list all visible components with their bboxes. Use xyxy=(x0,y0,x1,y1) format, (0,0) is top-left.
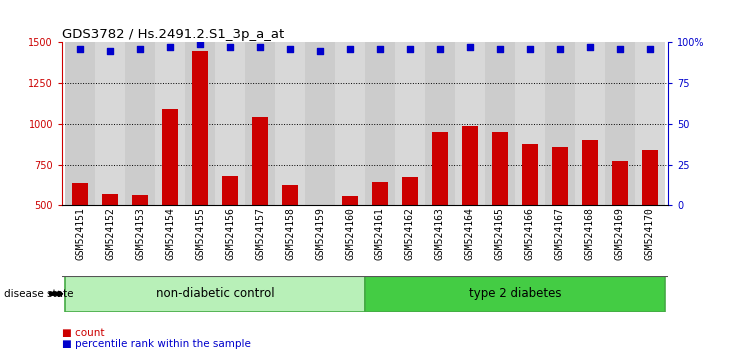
Bar xyxy=(65,276,365,312)
Bar xyxy=(132,195,148,287)
Point xyxy=(494,46,506,52)
Bar xyxy=(65,42,95,205)
Point xyxy=(224,45,236,50)
Point xyxy=(434,46,446,52)
Point xyxy=(584,45,596,50)
Bar xyxy=(612,161,629,287)
Bar xyxy=(192,51,208,287)
Point xyxy=(104,48,116,53)
Bar xyxy=(305,42,335,205)
Bar xyxy=(605,42,635,205)
Bar xyxy=(245,42,275,205)
Bar xyxy=(312,205,328,287)
Bar xyxy=(582,140,598,287)
Bar xyxy=(365,42,395,205)
Bar xyxy=(431,132,448,287)
Bar xyxy=(335,42,365,205)
Bar xyxy=(372,182,388,287)
Bar xyxy=(515,42,545,205)
Point xyxy=(74,46,86,52)
Bar xyxy=(402,177,418,287)
Bar xyxy=(395,42,425,205)
Bar xyxy=(252,118,268,287)
Point xyxy=(554,46,566,52)
Bar xyxy=(282,185,299,287)
Bar xyxy=(185,42,215,205)
Point xyxy=(644,46,656,52)
Point xyxy=(404,46,416,52)
Bar xyxy=(95,42,125,205)
Bar xyxy=(642,150,658,287)
Point xyxy=(164,45,176,50)
Bar xyxy=(635,42,665,205)
Bar xyxy=(125,42,155,205)
Point xyxy=(254,45,266,50)
Point xyxy=(464,45,476,50)
Point xyxy=(374,46,386,52)
Bar xyxy=(365,276,665,312)
Bar xyxy=(485,42,515,205)
Bar xyxy=(101,194,118,287)
Text: ■ percentile rank within the sample: ■ percentile rank within the sample xyxy=(62,339,251,349)
Bar xyxy=(425,42,455,205)
Point xyxy=(134,46,146,52)
Bar xyxy=(575,42,605,205)
Point xyxy=(314,48,326,53)
Point xyxy=(614,46,626,52)
Text: ■ count: ■ count xyxy=(62,328,104,338)
Point xyxy=(284,46,296,52)
Text: non-diabetic control: non-diabetic control xyxy=(155,287,274,300)
Point xyxy=(524,46,536,52)
Bar xyxy=(462,126,478,287)
Bar xyxy=(215,42,245,205)
Bar xyxy=(552,147,568,287)
Bar xyxy=(222,176,238,287)
Bar xyxy=(545,42,575,205)
Bar xyxy=(492,132,508,287)
Point xyxy=(344,46,356,52)
Bar xyxy=(72,183,88,287)
Bar xyxy=(342,195,358,287)
Bar xyxy=(522,144,538,287)
Text: type 2 diabetes: type 2 diabetes xyxy=(469,287,561,300)
Bar xyxy=(275,42,305,205)
Bar xyxy=(455,42,485,205)
Bar xyxy=(162,109,178,287)
Text: GDS3782 / Hs.2491.2.S1_3p_a_at: GDS3782 / Hs.2491.2.S1_3p_a_at xyxy=(62,28,284,41)
Bar xyxy=(155,42,185,205)
Text: disease state: disease state xyxy=(4,289,73,299)
Point xyxy=(194,41,206,47)
